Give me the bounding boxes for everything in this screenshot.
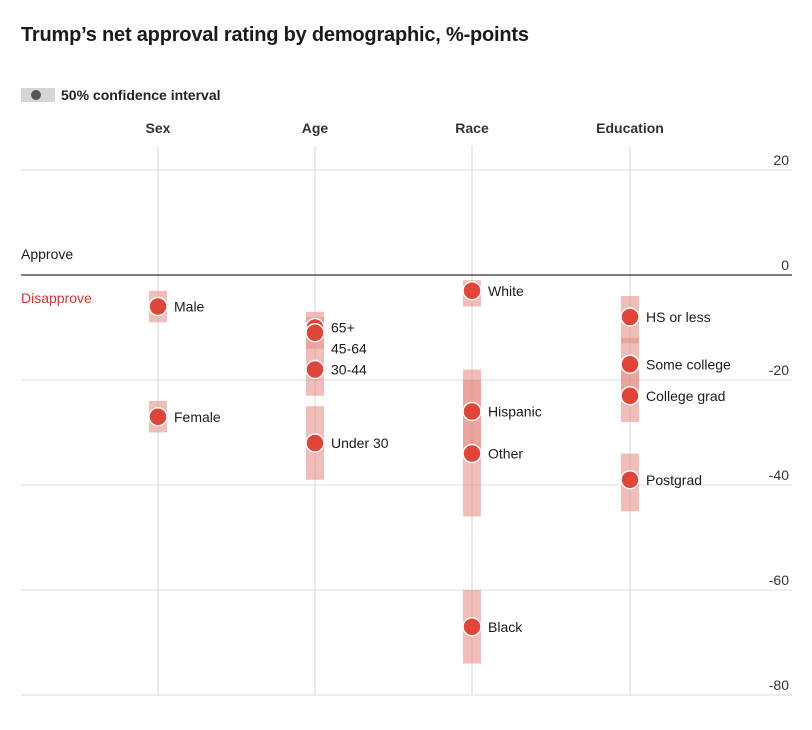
column-header: Education: [596, 120, 664, 136]
confidence-interval-swatch: [21, 88, 55, 102]
data-point: [462, 401, 482, 422]
column-header: Sex: [146, 120, 171, 136]
point-label: College grad: [646, 388, 725, 404]
legend: 50% confidence interval: [21, 86, 221, 104]
legend-label: 50% confidence interval: [61, 87, 221, 103]
column-header: Age: [302, 120, 329, 136]
data-point: [462, 443, 482, 464]
data-point: [620, 470, 640, 490]
approve-label: Approve: [21, 246, 73, 262]
chart-title: Trump’s net approval rating by demograph…: [21, 24, 529, 46]
data-point: [620, 386, 640, 406]
point-label: 30-44: [331, 362, 367, 378]
point-label: Black: [488, 619, 523, 635]
data-point: [620, 307, 640, 327]
data-point: [148, 407, 168, 427]
y-tick-label: -40: [769, 467, 789, 483]
legend-dot-icon: [31, 90, 41, 100]
data-point: [620, 354, 640, 374]
y-tick-label: -20: [769, 362, 789, 378]
point-label: Under 30: [331, 435, 389, 451]
point-label: Female: [174, 409, 221, 425]
y-tick-label: 20: [773, 152, 789, 168]
data-point: [305, 433, 325, 453]
data-point: [148, 296, 168, 317]
data-point: [462, 281, 482, 301]
column-header: Race: [455, 120, 489, 136]
point-label: Some college: [646, 356, 731, 372]
point-label: Other: [488, 446, 523, 462]
point-label: 45-64: [331, 341, 367, 357]
point-label: Hispanic: [488, 404, 542, 420]
data-point: [305, 359, 325, 380]
point-label: HS or less: [646, 309, 711, 325]
point-label: Postgrad: [646, 472, 702, 488]
point-label: 65+: [331, 320, 355, 336]
data-point: [305, 323, 325, 343]
y-tick-label: -80: [769, 677, 789, 693]
point-label: White: [488, 283, 524, 299]
data-point: [462, 617, 482, 637]
point-label: Male: [174, 299, 205, 315]
y-tick-label: -60: [769, 572, 789, 588]
y-tick-label: 0: [781, 257, 789, 273]
disapprove-label: Disapprove: [21, 290, 92, 306]
